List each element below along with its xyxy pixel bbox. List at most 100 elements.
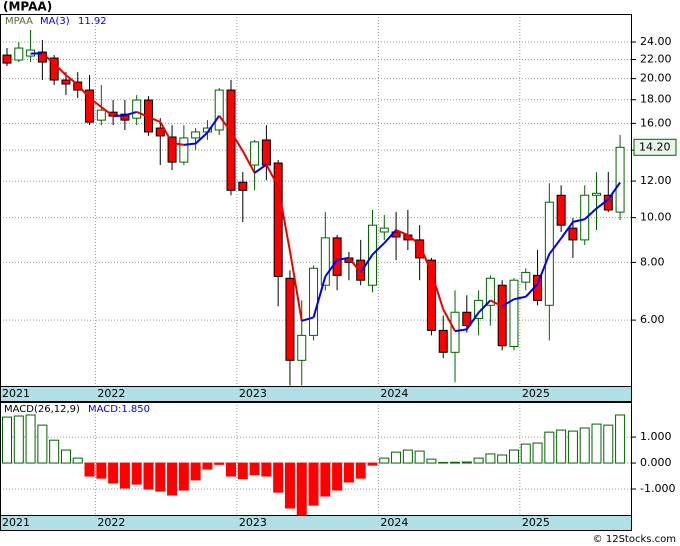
candle-body xyxy=(309,267,319,336)
ma-segment xyxy=(407,234,421,246)
macd-bar xyxy=(13,415,24,464)
candle-body xyxy=(167,136,177,163)
macd-bar xyxy=(508,449,519,464)
x-tick-label: 2024 xyxy=(380,516,408,529)
ma-segment xyxy=(454,328,467,333)
ma-segment xyxy=(183,142,196,146)
ma-segment xyxy=(100,106,114,117)
macd-bar xyxy=(391,451,402,464)
candle-body xyxy=(132,99,142,119)
macd-bar xyxy=(591,423,602,464)
ma-segment xyxy=(194,131,209,145)
candle-body xyxy=(497,284,507,347)
legend-ma-value: 11.92 xyxy=(78,16,107,27)
x-tick-label: 2023 xyxy=(239,387,267,400)
macd-legend: MACD:1.850 xyxy=(88,404,150,415)
macd-bar xyxy=(237,462,248,480)
y-tick-label: 24.00 xyxy=(640,35,672,48)
macd-bar xyxy=(332,462,343,491)
candle-body xyxy=(238,181,248,191)
legend-ma: MA(3) xyxy=(40,16,70,27)
candle-body xyxy=(615,146,625,213)
ma-segment xyxy=(383,229,397,244)
macd-bar xyxy=(178,462,189,491)
macd-bar xyxy=(49,439,60,464)
candle-body xyxy=(14,47,24,61)
candle-body xyxy=(191,131,201,139)
macd-bar xyxy=(2,416,12,464)
ma-segment xyxy=(254,163,267,174)
macd-bar xyxy=(119,462,130,489)
ma-segment xyxy=(465,311,480,330)
ma-segment xyxy=(336,256,350,261)
macd-bar xyxy=(473,457,484,464)
ma-segment xyxy=(525,283,539,298)
x-tick-label: 2022 xyxy=(97,387,125,400)
macd-bar xyxy=(426,458,437,464)
candle-body xyxy=(285,277,295,361)
macd-bar xyxy=(37,424,48,464)
macd-bar xyxy=(214,462,225,465)
macd-bar xyxy=(556,429,567,464)
y-tick-label: 18.00 xyxy=(640,93,672,106)
macd-bar xyxy=(615,414,626,464)
candle-body xyxy=(379,227,389,233)
ma-segment xyxy=(288,251,303,321)
y-tick-label: 16.00 xyxy=(640,116,672,129)
macd-bar xyxy=(226,462,237,477)
ma-segment xyxy=(548,237,562,255)
x-tick-label: 2021 xyxy=(2,516,30,529)
legend-ticker: MPAA xyxy=(5,16,33,27)
ma-segment xyxy=(312,276,327,318)
ma-segment xyxy=(88,97,102,108)
ma-segment xyxy=(265,164,280,187)
candle-body xyxy=(49,57,59,81)
ma-segment xyxy=(395,229,409,236)
macd-bar xyxy=(520,443,531,464)
candle-body xyxy=(438,329,448,353)
ma-segment xyxy=(65,74,79,86)
plot-frame xyxy=(0,14,632,387)
macd-bar xyxy=(284,462,295,509)
ma-segment xyxy=(218,115,232,133)
candle-body xyxy=(250,141,260,166)
ma-segment xyxy=(301,316,314,322)
ma-segment xyxy=(124,110,137,117)
macd-bar xyxy=(414,450,425,464)
candle-body xyxy=(426,259,436,331)
ma-segment xyxy=(171,141,185,146)
macd-bar xyxy=(355,462,366,479)
y-tick-label: 20.00 xyxy=(640,72,672,85)
macd-bar xyxy=(320,462,331,497)
candle-body xyxy=(485,277,495,306)
macd-bar xyxy=(190,462,201,481)
macd-bar xyxy=(96,462,107,479)
ma-segment xyxy=(513,295,526,301)
macd-title: MACD(26,12,9) xyxy=(4,404,80,415)
ma-segment xyxy=(584,207,598,220)
candle-body xyxy=(450,311,460,353)
y-tick-label: 1.000 xyxy=(640,430,672,443)
macd-bar xyxy=(402,449,413,464)
candle-body xyxy=(356,259,366,281)
candle-body xyxy=(332,237,342,276)
x-tick-label: 2025 xyxy=(522,387,550,400)
candle-body xyxy=(155,127,165,137)
macd-bar xyxy=(497,454,508,464)
macd-bar xyxy=(532,442,543,464)
candle-body xyxy=(179,137,189,163)
ma-segment xyxy=(113,114,125,118)
macd-bar xyxy=(261,462,272,477)
ma-segment xyxy=(442,308,456,332)
macd-bar xyxy=(249,462,260,476)
macd-bar xyxy=(143,462,154,490)
x-tick-label: 2022 xyxy=(97,516,125,529)
candle-body xyxy=(580,194,590,241)
candle-body xyxy=(273,162,283,277)
macd-bar xyxy=(296,462,307,515)
ma-segment xyxy=(595,198,609,210)
candle-body xyxy=(61,79,71,85)
plot-frame xyxy=(0,402,632,516)
macd-bar xyxy=(450,461,461,464)
ma-segment xyxy=(76,83,91,99)
